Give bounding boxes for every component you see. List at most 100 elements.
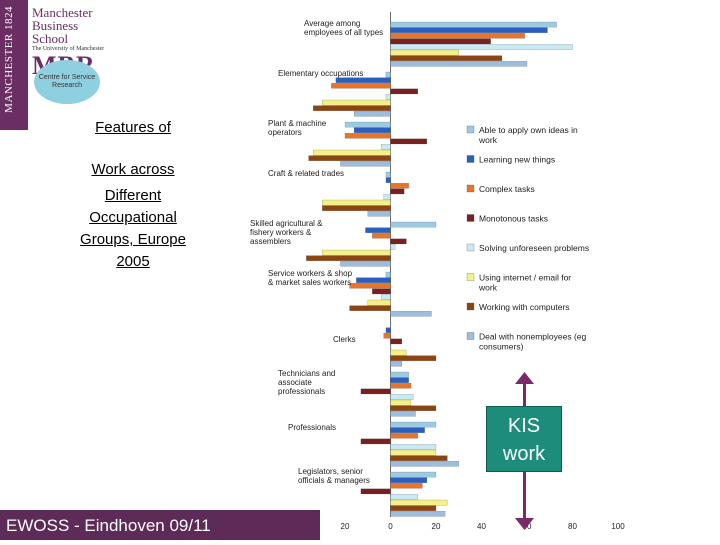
bar-3-2 xyxy=(353,127,391,133)
bar-1-8 xyxy=(390,61,528,67)
school-name-line-2: Business School xyxy=(32,18,79,46)
bar-8-5 xyxy=(390,394,414,400)
bar-8-3 xyxy=(390,383,412,389)
legend-label-8: Deal with nonemployees (eg consumers) xyxy=(479,332,587,352)
bar-7-7 xyxy=(390,355,437,361)
bar-7-3 xyxy=(383,333,391,339)
category-label-5: Skilled agricultural & fishery workers & a… xyxy=(250,219,323,246)
title-line-6: 2005 xyxy=(116,253,150,270)
bar-10-1 xyxy=(390,471,437,478)
x-tick-label-4: 0 xyxy=(388,522,393,531)
legend-swatch-7 xyxy=(466,302,475,311)
bar-8-7 xyxy=(390,405,437,411)
x-tick-label-8: 80 xyxy=(568,522,577,531)
bar-chart: Average among employees of all types Eleme… xyxy=(250,12,627,531)
x-tick-label-5: 20 xyxy=(432,522,441,531)
bar-9-6 xyxy=(390,449,437,456)
legend-label-6: Using internet / email for work xyxy=(478,273,571,293)
legend-swatch-6 xyxy=(466,273,475,281)
bar-5-1 xyxy=(390,221,437,228)
category-label-2: Elementary occupations xyxy=(278,69,363,78)
legend-swatch-3 xyxy=(466,184,475,193)
side-logo-text: MANCHESTER 1824 xyxy=(3,6,15,113)
bar-5-7 xyxy=(306,255,391,261)
bar-6-7 xyxy=(349,305,391,311)
legend-label-3: Complex tasks xyxy=(479,184,535,194)
bar-8-1 xyxy=(390,371,409,378)
bar-4-3 xyxy=(390,183,409,189)
bar-3-6 xyxy=(313,149,391,156)
bar-6-8 xyxy=(390,311,432,317)
bar-2-5 xyxy=(385,94,391,100)
bar-9-2 xyxy=(390,427,425,433)
bar-8-8 xyxy=(390,411,416,417)
bar-6-1 xyxy=(385,271,391,278)
title-line-4: Occupational xyxy=(89,209,177,226)
bar-8-4 xyxy=(360,388,391,395)
legend-swatch-1 xyxy=(466,125,475,134)
bar-4-2 xyxy=(385,177,391,183)
bar-4-1 xyxy=(385,171,391,178)
x-tick-label-7: 60 xyxy=(523,522,532,531)
chart-panel: Average among employees of all types Eleme… xyxy=(238,12,630,540)
bar-9-7 xyxy=(390,455,448,461)
bar-6-6 xyxy=(367,299,391,306)
kis-arrow-down xyxy=(523,472,526,520)
category-label-3: Plant & machine operators xyxy=(268,119,327,137)
bar-3-5 xyxy=(381,144,391,150)
bar-1-5 xyxy=(390,44,573,50)
centre-logo: Centre for Service Research xyxy=(34,60,100,104)
bar-3-8 xyxy=(340,161,391,167)
category-label-10: Legislators, senior officials & managers xyxy=(298,467,370,485)
bar-10-4 xyxy=(360,488,391,495)
bar-10-5 xyxy=(390,494,418,500)
bar-8-2 xyxy=(390,377,409,383)
bar-1-2 xyxy=(390,27,548,33)
bar-2-2 xyxy=(335,77,391,83)
bar-2-6 xyxy=(322,99,391,106)
bar-10-2 xyxy=(390,477,428,483)
category-label-6: Service workers & shop & market sales wor… xyxy=(268,269,353,287)
bar-5-8 xyxy=(340,261,391,267)
bar-7-2 xyxy=(385,327,391,333)
bar-2-3 xyxy=(331,83,391,89)
category-label-8: Technicians and associate professionals xyxy=(278,369,335,396)
legend-label-1: Able to apply own ideas in work xyxy=(478,125,578,145)
legend-swatch-2 xyxy=(466,155,475,163)
arrow-down-head xyxy=(515,518,534,530)
legend-swatch-4 xyxy=(466,214,475,222)
bar-1-3 xyxy=(390,33,525,39)
bar-8-6 xyxy=(390,399,412,406)
school-subtitle: The University of Manchester xyxy=(32,46,105,52)
legend-swatch-5 xyxy=(466,243,475,252)
bar-4-5 xyxy=(383,194,391,200)
bar-6-2 xyxy=(356,277,391,283)
bar-5-6 xyxy=(322,249,391,256)
bar-4-6 xyxy=(322,199,391,206)
bar-1-6 xyxy=(390,49,459,56)
bar-9-5 xyxy=(390,444,437,450)
kis-label-line-1: KIS xyxy=(507,415,541,437)
bar-10-8 xyxy=(390,511,446,517)
x-tick-label-9: 100 xyxy=(611,522,625,531)
bar-1-4 xyxy=(390,38,491,45)
title-line-1: Features of xyxy=(95,119,171,136)
footer-bar: EWOSS - Eindhoven 09/11 xyxy=(0,510,320,540)
school-name-line-1: Manchester xyxy=(32,5,93,20)
bar-3-1 xyxy=(344,121,391,128)
kis-arrow-up xyxy=(523,380,526,406)
bar-10-3 xyxy=(390,483,423,489)
bar-9-4 xyxy=(360,438,391,445)
kis-work-box: KIS work xyxy=(486,406,562,472)
bar-6-5 xyxy=(381,294,391,300)
bar-9-8 xyxy=(390,461,459,467)
bar-4-7 xyxy=(322,205,391,211)
legend-label-5: Solving unforeseen problems xyxy=(479,243,589,253)
x-tick-label-3: 20 xyxy=(341,522,350,531)
legend-label-2: Learning new things xyxy=(479,155,555,165)
legend-label-4: Monotonous tasks xyxy=(479,214,548,224)
title-line-3: Different xyxy=(104,187,162,204)
bar-10-6 xyxy=(390,499,448,506)
bar-1-1 xyxy=(390,21,557,28)
category-label-4: Craft & related trades xyxy=(268,169,344,178)
